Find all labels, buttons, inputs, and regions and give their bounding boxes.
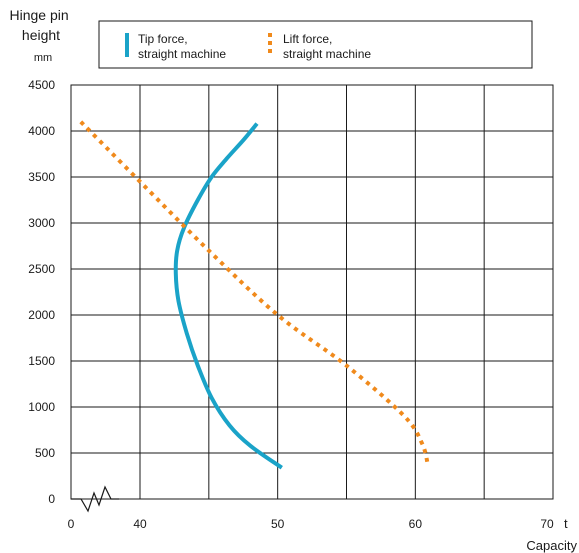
x-tick-label: 50	[271, 517, 285, 531]
y-axis-unit: mm	[34, 52, 52, 64]
y-tick-label: 2500	[28, 262, 55, 276]
y-axis-title-line-2: height	[22, 27, 60, 43]
x-tick-label: 60	[409, 517, 423, 531]
y-tick-label: 3500	[28, 170, 55, 184]
y-axis-title: Hinge pin height	[9, 7, 72, 43]
series-line-lift-force	[79, 120, 430, 465]
legend-label-tip-force: Tip force, straight machine	[138, 32, 226, 61]
series-line-tip-force	[173, 122, 283, 470]
y-tick-label: 2000	[28, 308, 55, 322]
x-tick-label: 70	[540, 517, 554, 531]
y-tick-label: 4000	[28, 124, 55, 138]
y-tick-label: 1000	[28, 400, 55, 414]
grid	[71, 85, 553, 499]
x-axis-title: Capacity	[526, 538, 577, 553]
series	[79, 120, 430, 470]
y-tick-label: 0	[48, 492, 55, 506]
y-tick-label: 4500	[28, 78, 55, 92]
plot-frame	[70, 84, 554, 500]
tick-labels: 0 500 1000 1500 2000 2500 3000 3500 4000 4500 0 40 5…	[28, 78, 554, 531]
y-axis-title-line-1: Hinge pin	[9, 7, 68, 23]
axis-break-marker	[71, 485, 119, 513]
y-tick-label: 1500	[28, 354, 55, 368]
y-tick-label: 500	[35, 446, 55, 460]
legend-label-lift-force: Lift force, straight machine	[283, 32, 371, 61]
x-axis-unit: t	[564, 516, 568, 531]
x-tick-label: 0	[68, 517, 75, 531]
legend: Tip force, straight machine Lift force, …	[98, 20, 533, 69]
y-tick-label: 3000	[28, 216, 55, 230]
x-tick-label: 40	[133, 517, 147, 531]
legend-box	[98, 20, 533, 69]
